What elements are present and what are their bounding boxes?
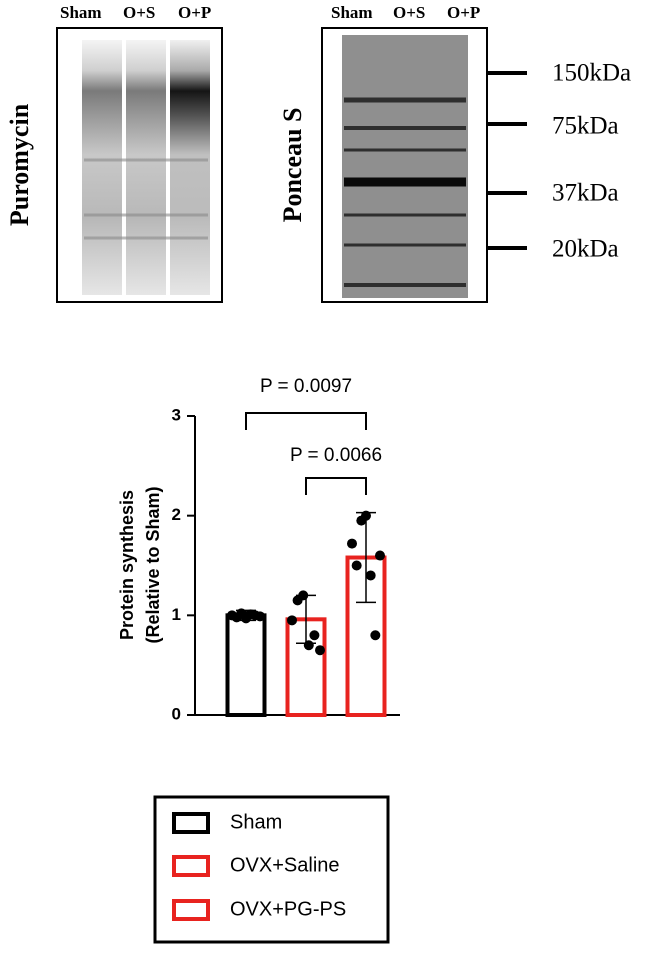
data-point [365, 570, 376, 581]
p-value: P = 0.0097 [260, 376, 352, 397]
legend-swatch [172, 855, 210, 877]
blot-lane [170, 40, 210, 295]
legend-label: Sham [230, 811, 282, 833]
lane-label: O+S [123, 3, 155, 22]
data-point [370, 630, 381, 641]
data-point [375, 550, 385, 561]
y-tick-label: 1 [172, 605, 181, 624]
legend-swatch [172, 812, 210, 834]
lane-label: O+P [447, 3, 480, 22]
data-point [351, 560, 362, 571]
lane-label: Sham [331, 3, 373, 22]
data-point [315, 645, 325, 656]
legend-swatch [172, 899, 210, 921]
blot-lane [126, 40, 166, 295]
blot-bands [84, 158, 208, 240]
lane-label: O+P [178, 3, 211, 22]
y-tick-label: 0 [172, 704, 181, 723]
legend-label: OVX+PG-PS [230, 898, 346, 920]
data-point [303, 640, 314, 651]
legend-label: OVX+Saline [230, 854, 340, 876]
significance-bracket [245, 412, 367, 430]
blot-image [342, 35, 468, 298]
lane-label: O+S [393, 3, 425, 22]
data-point [287, 615, 297, 626]
significance-bracket [305, 477, 367, 495]
p-value: P = 0.0066 [290, 445, 382, 466]
bar [225, 613, 267, 717]
blot-label: Ponceau S [278, 108, 307, 223]
blot-bands [344, 97, 466, 287]
data-point [361, 510, 371, 521]
marker-label: 37kDa [552, 180, 619, 207]
y-tick-label: 3 [172, 405, 181, 424]
y-axis-label: Protein synthesis [117, 490, 137, 640]
marker-label: 75kDa [552, 113, 619, 140]
blot-label: Puromycin [5, 103, 34, 226]
marker-label: 20kDa [552, 236, 619, 263]
data-point [347, 538, 357, 549]
marker-label: 150kDa [552, 60, 631, 87]
data-point [255, 611, 265, 622]
data-point [298, 590, 309, 601]
y-tick-label: 2 [172, 505, 181, 524]
lane-label: Sham [60, 3, 102, 22]
data-point [309, 630, 320, 641]
y-axis-label: (Relative to Sham) [143, 486, 163, 643]
marker-lines [487, 71, 527, 250]
blot-lane [82, 40, 122, 295]
